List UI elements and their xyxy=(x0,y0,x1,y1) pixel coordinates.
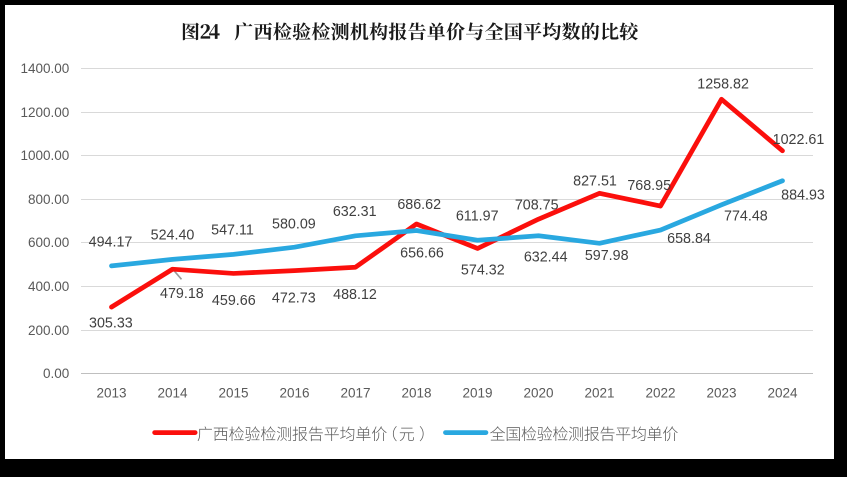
svg-text:524.40: 524.40 xyxy=(151,228,195,244)
svg-text:827.51: 827.51 xyxy=(573,174,617,190)
svg-text:547.11: 547.11 xyxy=(211,223,254,239)
svg-text:656.66: 656.66 xyxy=(400,246,444,262)
svg-text:2021: 2021 xyxy=(584,386,614,401)
svg-text:2019: 2019 xyxy=(462,386,492,401)
svg-text:1022.61: 1022.61 xyxy=(773,132,825,148)
svg-text:2017: 2017 xyxy=(340,386,370,401)
svg-text:600.00: 600.00 xyxy=(28,235,69,250)
svg-text:459.66: 459.66 xyxy=(212,293,256,309)
svg-text:2013: 2013 xyxy=(96,386,126,401)
svg-text:1400.00: 1400.00 xyxy=(20,61,69,76)
svg-text:494.17: 494.17 xyxy=(89,234,133,250)
svg-text:488.12: 488.12 xyxy=(333,287,377,303)
svg-text:574.32: 574.32 xyxy=(461,263,505,279)
svg-text:1258.82: 1258.82 xyxy=(697,77,749,93)
svg-text:611.97: 611.97 xyxy=(456,209,499,225)
svg-text:774.48: 774.48 xyxy=(724,209,768,225)
svg-text:305.33: 305.33 xyxy=(89,315,133,331)
svg-text:686.62: 686.62 xyxy=(397,197,441,213)
svg-text:768.95: 768.95 xyxy=(627,178,671,194)
svg-text:597.98: 597.98 xyxy=(585,248,629,264)
svg-text:2016: 2016 xyxy=(279,386,309,401)
svg-text:2014: 2014 xyxy=(157,386,188,401)
svg-text:2023: 2023 xyxy=(706,386,736,401)
svg-text:2020: 2020 xyxy=(523,386,553,401)
svg-text:708.75: 708.75 xyxy=(515,198,559,214)
svg-text:580.09: 580.09 xyxy=(272,217,316,233)
svg-text:2018: 2018 xyxy=(401,386,431,401)
svg-text:632.31: 632.31 xyxy=(333,204,377,220)
svg-text:884.93: 884.93 xyxy=(781,187,825,203)
svg-text:2015: 2015 xyxy=(218,386,248,401)
svg-text:658.84: 658.84 xyxy=(667,231,711,247)
svg-text:0.00: 0.00 xyxy=(43,366,69,381)
svg-text:2024: 2024 xyxy=(767,386,798,401)
svg-text:800.00: 800.00 xyxy=(28,192,69,207)
svg-text:400.00: 400.00 xyxy=(28,279,69,294)
svg-text:479.18: 479.18 xyxy=(160,286,204,302)
svg-text:472.73: 472.73 xyxy=(272,290,316,306)
svg-text:2022: 2022 xyxy=(645,386,675,401)
svg-text:632.44: 632.44 xyxy=(524,250,568,266)
svg-text:1200.00: 1200.00 xyxy=(20,105,69,120)
svg-text:1000.00: 1000.00 xyxy=(20,148,69,163)
svg-text:200.00: 200.00 xyxy=(28,323,69,338)
